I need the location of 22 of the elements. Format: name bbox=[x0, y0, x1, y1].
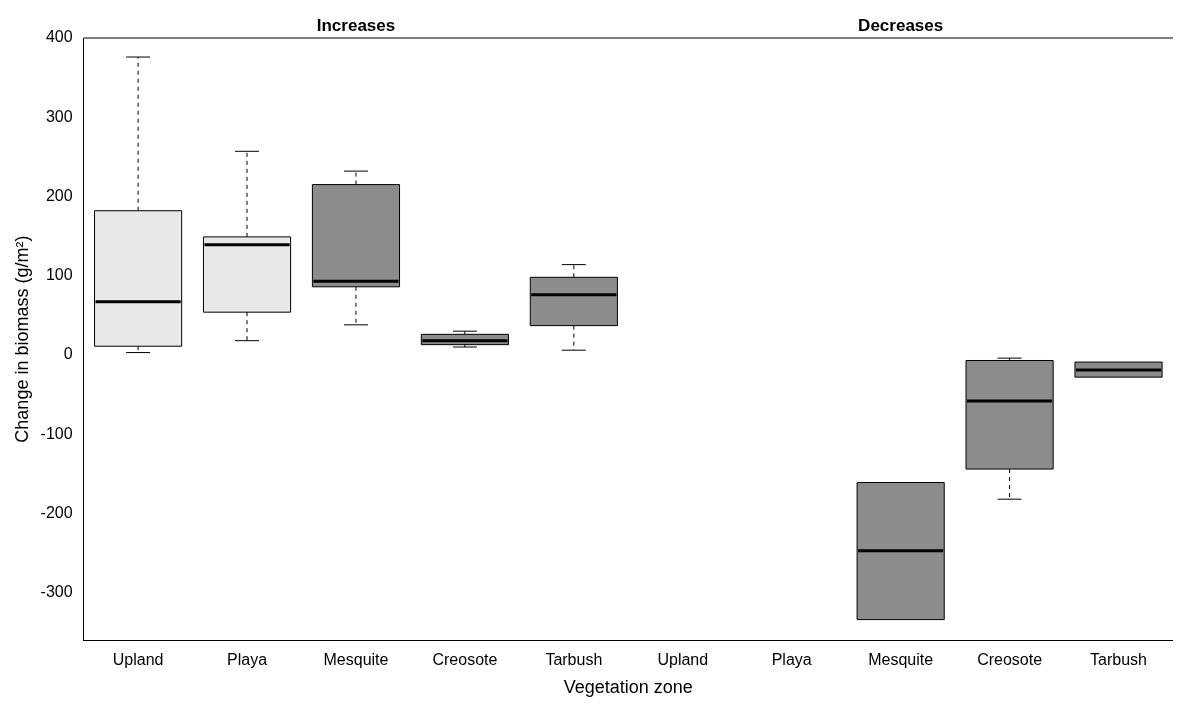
y-tick-label: -100 bbox=[40, 424, 73, 442]
x-tick-label: Upland bbox=[112, 651, 164, 669]
text: Decreases bbox=[858, 16, 944, 36]
x-tick-label: Playa bbox=[771, 651, 812, 669]
y-tick-label: -200 bbox=[40, 503, 73, 521]
x-tick-label: Playa bbox=[227, 651, 268, 669]
y-tick-label: -300 bbox=[40, 583, 73, 601]
y-tick-label: 200 bbox=[45, 186, 73, 204]
x-tick-label: Mesquite bbox=[868, 651, 934, 669]
x-tick-label: Tarbush bbox=[545, 651, 603, 669]
text: Increases bbox=[316, 16, 396, 36]
y-tick-label: 0 bbox=[63, 345, 73, 363]
x-tick-label: Upland bbox=[657, 651, 709, 669]
y-tick-label: 400 bbox=[45, 28, 73, 46]
y-tick-label: 100 bbox=[45, 266, 73, 284]
y-tick-label: 300 bbox=[45, 107, 73, 125]
x-tick-label: Tarbush bbox=[1090, 651, 1147, 669]
x-axis-title: Vegetation zone bbox=[563, 677, 693, 698]
x-tick-label: Creosote bbox=[977, 651, 1043, 669]
x-tick-label: Mesquite bbox=[323, 651, 389, 669]
y-axis-title: Change in biomass (g/m²) bbox=[11, 235, 32, 443]
x-tick-label: Creosote bbox=[432, 651, 498, 669]
